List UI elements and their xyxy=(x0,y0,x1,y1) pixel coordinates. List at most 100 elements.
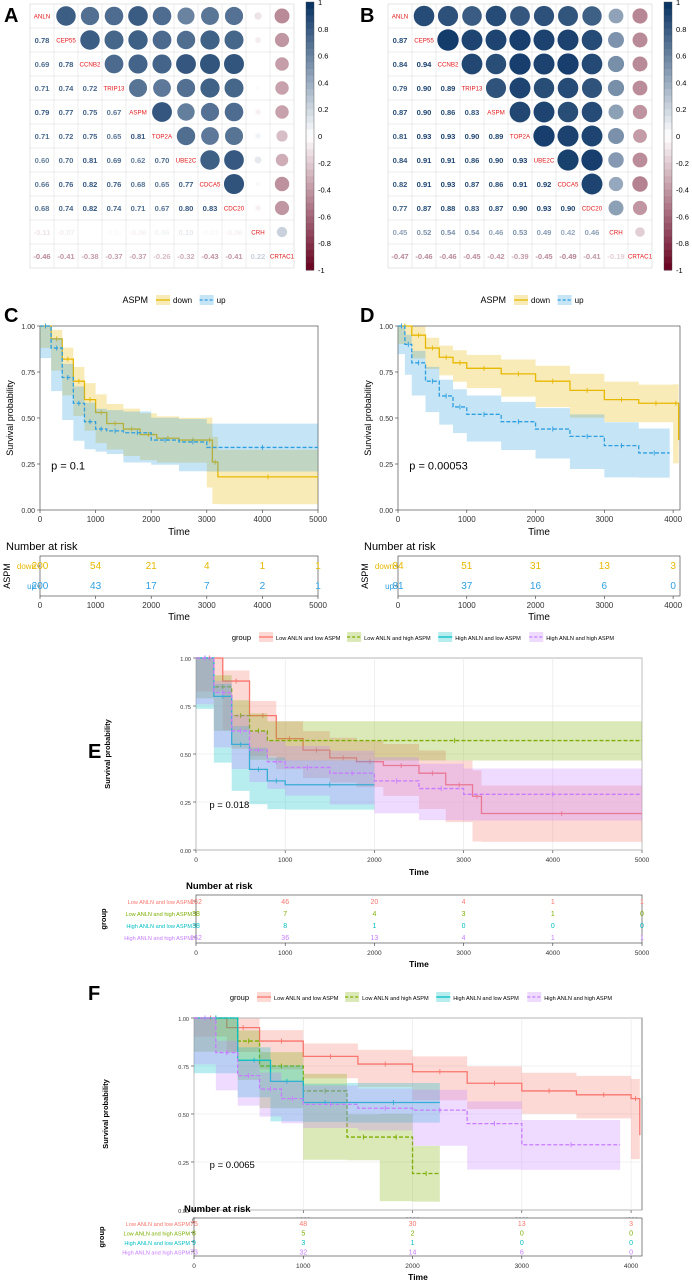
risk-value: 0 xyxy=(520,1230,524,1237)
corr-circle xyxy=(509,29,531,51)
risk-x-tick-label: 1000 xyxy=(278,950,293,957)
corr-value: 0.81 xyxy=(393,132,409,141)
colorbar-segment xyxy=(306,229,314,237)
corr-circle xyxy=(608,200,624,216)
gene-label-ASPM: ASPM xyxy=(487,110,505,117)
x-tick-label: 2000 xyxy=(142,515,160,524)
risk-value: 3 xyxy=(670,561,676,572)
gene-label-UBE2C: UBE2C xyxy=(176,158,197,165)
gene-label-CRH: CRH xyxy=(609,230,622,237)
colorbar-segment xyxy=(306,2,314,10)
risk-value: 1 xyxy=(411,1240,415,1247)
corr-value: 0.77 xyxy=(59,108,74,117)
corr-circle xyxy=(276,130,288,142)
colorbar-segment xyxy=(306,82,314,90)
gene-label-CDC20: CDC20 xyxy=(224,206,245,213)
x-axis-label: Time xyxy=(528,527,550,538)
gene-label-TOP2A: TOP2A xyxy=(510,134,531,141)
corr-value: 0.71 xyxy=(35,132,51,141)
corr-circle xyxy=(509,101,531,123)
ci-ribbon-low-anln-and-low-aspm xyxy=(194,1018,640,1160)
legend-entry: up xyxy=(575,296,584,305)
corr-circle xyxy=(224,126,244,146)
risk-value: 1 xyxy=(315,581,321,592)
colorbar-segment xyxy=(664,115,672,124)
ci-ribbon-up xyxy=(40,326,318,472)
risk-value: 37 xyxy=(461,581,473,592)
colorbar-segment xyxy=(306,136,314,144)
colorbar-segment xyxy=(306,162,314,170)
legend-key-fill xyxy=(527,992,542,1002)
corr-circle xyxy=(254,156,262,164)
colorbar-tick: 1 xyxy=(318,0,322,7)
corr-value: 0.82 xyxy=(393,180,408,189)
colorbar-segment xyxy=(306,236,314,244)
corr-value: 0.76 xyxy=(107,180,122,189)
corr-value: 0.80 xyxy=(179,204,194,213)
corr-value: 0.89 xyxy=(441,84,456,93)
corr-circle xyxy=(152,54,172,74)
corr-value: 0.68 xyxy=(131,180,146,189)
risk-row-label: High ANLN and high ASPM xyxy=(122,1250,190,1256)
gene-label-CDCA5: CDCA5 xyxy=(558,182,580,189)
corr-circle xyxy=(582,6,602,26)
colorbar-tick: 0 xyxy=(676,132,680,141)
colorbar-segment xyxy=(664,15,672,23)
legend-title: group xyxy=(230,993,249,1002)
risk-value: 1 xyxy=(260,561,266,572)
panel-label-B: B xyxy=(360,5,374,27)
gene-label-TRIP13: TRIP13 xyxy=(462,86,484,93)
colorbar-segment xyxy=(664,249,672,258)
legend-key-fill xyxy=(438,632,453,642)
corr-value: 0.74 xyxy=(107,204,123,213)
x-tick-label: 4000 xyxy=(546,857,561,864)
gene-label-TRIP13: TRIP13 xyxy=(104,86,126,93)
risk-value: 1 xyxy=(551,935,555,942)
corr-value: 0.90 xyxy=(417,84,432,93)
corr-circle xyxy=(176,126,196,146)
risk-x-tick-label: 4000 xyxy=(254,601,272,610)
corr-circle xyxy=(56,6,76,26)
corr-circle xyxy=(581,173,603,195)
colorbar-segment xyxy=(306,156,314,164)
legend-entry: up xyxy=(217,296,226,305)
corr-value: 0.53 xyxy=(513,228,528,237)
corr-circle xyxy=(176,54,196,74)
corr-circle xyxy=(485,5,507,27)
x-axis-label: Time xyxy=(409,867,429,877)
gene-label-CCNB2: CCNB2 xyxy=(80,62,102,69)
survival-curve-low-anln-and-low-aspm xyxy=(196,657,642,815)
corr-circle xyxy=(557,125,579,147)
corr-value: -0.41 xyxy=(225,252,243,261)
y-tick-label: 1.00 xyxy=(180,657,191,663)
risk-x-tick-label: 5000 xyxy=(635,950,650,957)
corr-value: 0.93 xyxy=(537,204,552,213)
corr-value: -0.45 xyxy=(535,252,553,261)
ci-ribbon-high-anln-and-high-aspm xyxy=(194,1018,621,1170)
risk-value: 1 xyxy=(640,899,644,906)
corr-value: 0.22 xyxy=(251,252,266,261)
colorbar-segment xyxy=(664,216,672,224)
corrplot-A: ANLN 0.78 CEP55 0.69 0.78 CCNB2 0.71 0.74 0.72 TR… xyxy=(29,0,331,275)
risk-value: 0 xyxy=(640,923,644,930)
colorbar-segment xyxy=(664,55,672,63)
corr-value: 0.90 xyxy=(417,108,432,117)
colorbar-segment xyxy=(664,162,672,170)
legend-entry: Low ANLN and low ASPM xyxy=(274,996,339,1002)
corr-circle xyxy=(275,57,289,71)
risk-row-label: up xyxy=(385,582,394,591)
risk-value: 4 xyxy=(204,561,210,572)
corr-value: 0.77 xyxy=(393,204,408,213)
colorbar-tick: 0.8 xyxy=(318,25,328,34)
p-value: p = 0.00053 xyxy=(409,461,467,473)
corr-circle xyxy=(608,152,624,168)
risk-y-axis-label: group xyxy=(97,1226,106,1248)
colorbar-segment xyxy=(664,142,672,150)
risk-y-axis-label: ASPM xyxy=(360,563,370,589)
gene-label-CEP55: CEP55 xyxy=(56,38,76,45)
risk-row-label: Low ANLN and low ASPM xyxy=(128,900,193,906)
legend-key-fill xyxy=(259,632,273,642)
risk-row-label: High ANLN and low ASPM xyxy=(124,1241,190,1247)
colorbar-segment xyxy=(664,236,672,244)
